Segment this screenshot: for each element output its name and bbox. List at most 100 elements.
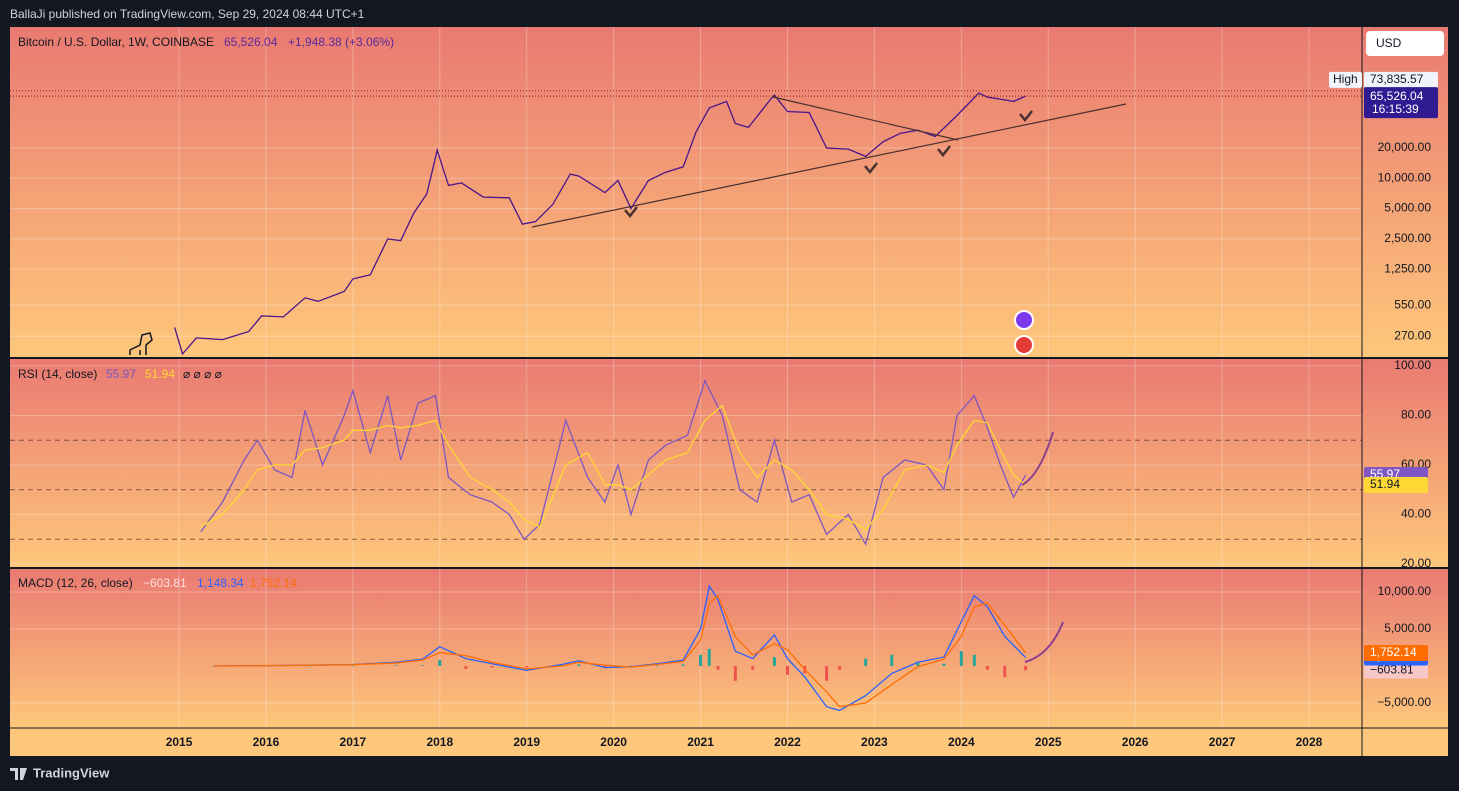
histogram-bar (394, 665, 398, 666)
histogram-bar (716, 665, 720, 670)
last-price-tag (1364, 87, 1438, 119)
histogram-bar (890, 654, 894, 666)
y-tick-label: 270.00 (1394, 328, 1431, 342)
histogram-bar (681, 664, 685, 666)
histogram-bar (772, 657, 776, 666)
publisher: BallaJi published on TradingView.com, Se… (10, 7, 365, 21)
x-tick-label: 2022 (774, 735, 801, 749)
currency-button[interactable] (1366, 31, 1444, 56)
histogram-bar (1003, 665, 1007, 678)
histogram-bar (490, 665, 494, 668)
y-tick-label: 5,000.00 (1384, 621, 1431, 635)
rsi-hidden-markers: ⌀ ⌀ ⌀ ⌀ (183, 367, 222, 381)
high-value-tag (1364, 71, 1438, 88)
histogram-bar (864, 658, 868, 666)
price-title: Bitcoin / U.S. Dollar, 1W, COINBASE (18, 35, 214, 49)
y-tick-label: 5,000.00 (1384, 201, 1431, 215)
y-tick-label: 40.00 (1401, 507, 1431, 521)
histogram-bar (785, 665, 789, 675)
x-tick-label: 2025 (1035, 735, 1062, 749)
series-line (200, 404, 1027, 531)
series-line (174, 92, 1026, 356)
labels: 2015 2016 2017 2018 2019 2020 2021 2022 2023 2024… (166, 71, 1438, 749)
histogram-bar (838, 665, 842, 670)
histogram-bar (959, 651, 963, 666)
x-tick-label: 2015 (166, 735, 193, 749)
series-line (200, 379, 1027, 546)
histogram-bar (751, 665, 755, 670)
projection-curve (1024, 621, 1064, 663)
x-tick-label: 2028 (1296, 735, 1323, 749)
x-tick-label: 2019 (513, 735, 540, 749)
axis-tag-label: −603.81 (1370, 663, 1414, 677)
event-icon[interactable] (1014, 310, 1034, 330)
macd-signal-value: 1,752.14 (250, 576, 297, 590)
trendline (531, 103, 1127, 228)
y-tick-label: 10,000.00 (1378, 584, 1432, 598)
x-tick-label: 2017 (340, 735, 367, 749)
rsi-value: 55.97 (106, 367, 136, 381)
macd-hist-value: −603.81 (143, 576, 187, 590)
y-tick-label: 100.00 (1394, 358, 1431, 372)
histogram-bar (1024, 665, 1028, 671)
check-mark (937, 145, 951, 157)
y-tick-label: 20.00 (1401, 556, 1431, 570)
histogram-bar (438, 660, 442, 666)
histogram-bar (985, 665, 989, 670)
check-mark (624, 206, 638, 218)
last-price-label: 65,526.04 (1370, 89, 1424, 103)
x-tick-label: 2027 (1209, 735, 1236, 749)
histogram-bar (972, 654, 976, 666)
x-tick-label: 2024 (948, 735, 975, 749)
x-tick-label: 2021 (687, 735, 714, 749)
histogram-bar (733, 665, 737, 681)
projection-curve (1021, 431, 1054, 486)
histogram-bar (699, 654, 703, 666)
axis-tag-label: 51.94 (1370, 477, 1400, 491)
series-line (213, 594, 1027, 708)
check-mark (1019, 110, 1033, 122)
histogram-bar (942, 663, 946, 666)
y-tick-label: −5,000.00 (1377, 695, 1431, 709)
rsi-pane (10, 359, 1448, 568)
tv-logo (10, 768, 27, 780)
y-tick-label: 20,000.00 (1378, 140, 1432, 154)
axis-tag (1364, 662, 1428, 679)
event-icon[interactable] (1014, 335, 1034, 355)
check-mark (864, 162, 878, 174)
axis-tag (1364, 476, 1428, 493)
x-tick-label: 2018 (426, 735, 453, 749)
high-tag-label: High (1333, 72, 1358, 86)
high-value-label: 73,835.57 (1370, 72, 1424, 86)
x-tick-label: 2023 (861, 735, 888, 749)
price-last: 65,526.04 (224, 35, 278, 49)
histogram-bar (825, 665, 829, 681)
countdown-label: 16:15:39 (1372, 102, 1419, 116)
y-tick-label: 1,250.00 (1384, 261, 1431, 275)
histogram-bar (525, 665, 529, 668)
y-tick-label: 10,000.00 (1378, 170, 1432, 184)
histogram-bar (464, 665, 468, 669)
macd-title: MACD (12, 26, close) (18, 576, 133, 590)
currency-label: USD (1376, 36, 1402, 50)
x-tick-label: 2020 (600, 735, 627, 749)
series-line (213, 584, 1027, 712)
dino-icon (129, 332, 153, 355)
macd-value: 1,148.34 (197, 576, 244, 590)
time-axis (10, 728, 1448, 756)
rsi-title: RSI (14, close) (18, 367, 97, 381)
macd-pane (10, 569, 1448, 728)
price-change: +1,948.38 (+3.06%) (288, 35, 394, 49)
histogram-bar (629, 665, 633, 667)
histogram-bar (577, 664, 581, 666)
histogram-bar (351, 665, 355, 667)
axis-tag-label: 1,752.14 (1370, 645, 1417, 659)
histogram-bar (559, 664, 563, 666)
histogram-bar (420, 665, 424, 666)
footer-brand: TradingView (33, 765, 110, 780)
plots (10, 90, 1362, 712)
axis-tag (1364, 645, 1428, 662)
y-tick-label: 550.00 (1394, 297, 1431, 311)
drawings (129, 96, 1127, 663)
